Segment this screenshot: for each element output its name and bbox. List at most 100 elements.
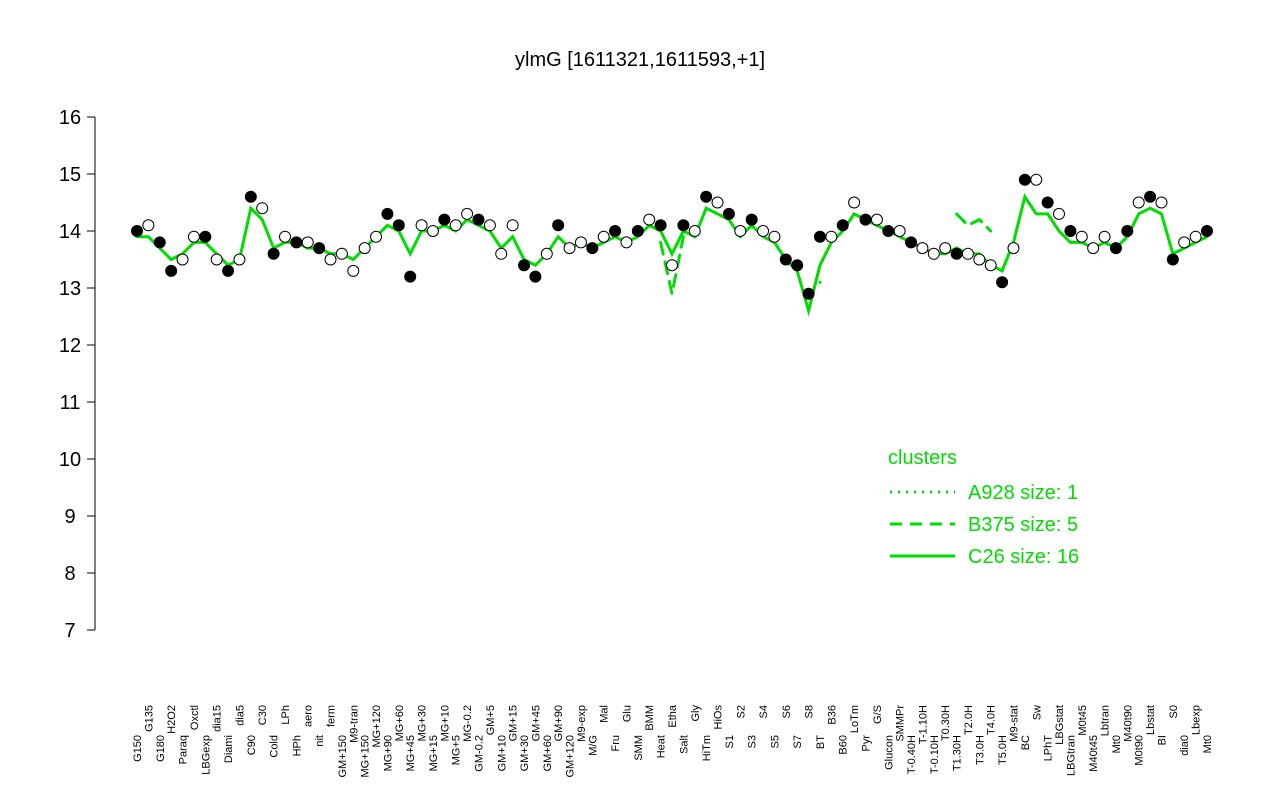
data-point xyxy=(836,219,849,232)
x-tick-label: C30 xyxy=(257,705,269,725)
x-tick-label: T2.0H xyxy=(963,705,975,735)
y-tick-label: 11 xyxy=(60,392,81,414)
legend-label: A928 size: 1 xyxy=(968,482,1078,504)
data-point xyxy=(540,247,553,260)
x-tick-label: M40t45 xyxy=(1088,735,1100,772)
x-tick-label: T0.30H xyxy=(940,705,952,741)
data-point xyxy=(244,190,257,203)
x-tick-label: Cold xyxy=(269,735,281,758)
x-tick-label: dia0 xyxy=(1179,735,1191,756)
data-point xyxy=(597,230,610,243)
data-point xyxy=(1121,225,1134,237)
data-point xyxy=(996,276,1009,289)
data-point xyxy=(210,253,223,266)
x-tick-label: Diami xyxy=(223,735,235,763)
data-point xyxy=(381,207,394,220)
data-point xyxy=(347,264,360,277)
x-tick-label: GM+15 xyxy=(508,705,520,741)
data-point xyxy=(688,225,701,237)
y-tick-label: 8 xyxy=(64,563,75,585)
x-tick-label: S5 xyxy=(769,735,781,748)
x-tick-label: G/S xyxy=(872,705,884,724)
data-point xyxy=(654,219,667,232)
data-point xyxy=(950,247,963,260)
data-point xyxy=(472,213,485,226)
data-point xyxy=(461,207,474,220)
data-point xyxy=(506,219,519,232)
x-tick-label: M9-stat xyxy=(1008,705,1020,742)
legend-label: C26 size: 16 xyxy=(968,546,1079,568)
data-point xyxy=(859,213,872,226)
data-point xyxy=(711,196,724,209)
x-tick-label: Glu xyxy=(621,705,633,722)
x-tick-label: S6 xyxy=(781,705,793,718)
data-point xyxy=(1018,173,1031,186)
data-point xyxy=(1201,225,1213,237)
x-tick-label: Sw xyxy=(1031,705,1043,720)
data-point xyxy=(495,247,508,260)
data-point xyxy=(802,287,815,300)
y-tick-label: 16 xyxy=(59,107,81,129)
x-tick-label: GM+5 xyxy=(485,705,497,735)
x-tick-label: LPhT xyxy=(1043,735,1055,762)
data-point xyxy=(518,259,531,272)
data-point xyxy=(1087,242,1100,255)
x-tick-label: Lbstat xyxy=(1145,705,1157,735)
y-tick-label: 12 xyxy=(59,335,81,357)
x-tick-label: MG+30 xyxy=(417,705,429,741)
data-point xyxy=(563,242,576,255)
data-point xyxy=(278,230,291,243)
x-tick-label: GM+60 xyxy=(542,735,554,771)
x-tick-label: T-1.10H xyxy=(917,705,929,744)
x-tick-label: B60 xyxy=(838,735,850,755)
x-tick-label: GM-0.2 xyxy=(473,735,485,772)
x-tick-label: S2 xyxy=(735,705,747,718)
data-point xyxy=(415,219,428,232)
x-tick-label: G180 xyxy=(155,735,167,762)
series-line xyxy=(659,212,993,295)
data-point xyxy=(426,225,439,237)
x-tick-label: S3 xyxy=(747,735,759,748)
data-point xyxy=(825,230,838,243)
x-tick-label: T1.30H xyxy=(952,735,964,771)
data-point xyxy=(893,225,906,237)
legend-label: B375 size: 5 xyxy=(968,514,1078,536)
data-point xyxy=(290,236,303,249)
data-point xyxy=(791,259,804,272)
y-tick-label: 13 xyxy=(59,278,81,300)
x-tick-label: Lbtran xyxy=(1100,705,1112,736)
y-tick-label: 9 xyxy=(64,506,75,528)
data-point xyxy=(973,253,986,266)
data-point xyxy=(961,247,974,260)
x-tick-label: M/G xyxy=(587,735,599,756)
data-point xyxy=(187,230,200,243)
x-tick-label: M0t90 xyxy=(1134,735,1146,766)
x-tick-label: M9-tran xyxy=(348,705,360,743)
x-tick-label: dia15 xyxy=(212,705,224,732)
data-point xyxy=(1155,196,1168,209)
data-point xyxy=(609,225,622,237)
x-tick-label: GM+45 xyxy=(530,705,542,741)
data-point xyxy=(734,225,747,237)
y-tick-label: 10 xyxy=(59,449,81,471)
x-tick-label: G135 xyxy=(143,705,155,732)
x-tick-label: MG+150 xyxy=(360,735,372,778)
data-point xyxy=(1144,190,1157,203)
x-tick-label: H2O2 xyxy=(166,705,178,734)
y-tick-label: 15 xyxy=(59,164,81,186)
data-point xyxy=(757,225,770,237)
data-point xyxy=(483,219,496,232)
x-tick-label: BT xyxy=(815,735,827,749)
x-tick-label: Fru xyxy=(610,735,622,752)
legend-title: clusters xyxy=(888,447,957,469)
data-point xyxy=(301,236,314,249)
data-point xyxy=(916,242,929,255)
data-point xyxy=(574,236,587,249)
x-tick-label: S7 xyxy=(792,735,804,748)
data-point xyxy=(745,213,758,226)
data-point xyxy=(1166,253,1179,266)
x-tick-label: MG+90 xyxy=(382,735,394,771)
data-point xyxy=(131,225,143,237)
x-tick-label: BMM xyxy=(644,705,656,731)
